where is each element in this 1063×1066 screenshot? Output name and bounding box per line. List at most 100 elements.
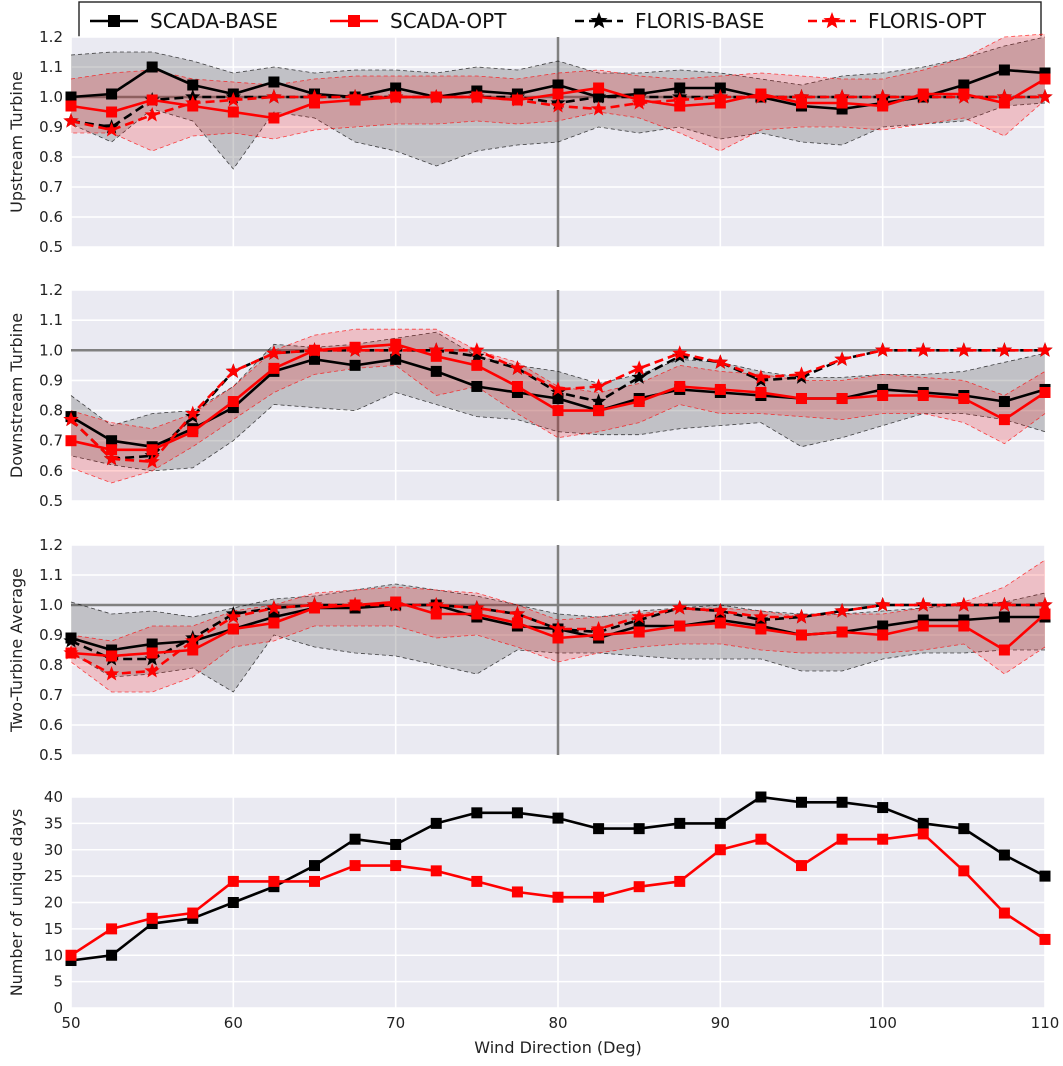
data-point-floris-opt bbox=[428, 89, 444, 104]
data-point-scada-opt bbox=[511, 380, 523, 392]
legend-label: FLORIS-OPT bbox=[868, 9, 987, 33]
data-point-scada-opt bbox=[471, 359, 483, 371]
data-point-floris-opt bbox=[347, 597, 363, 612]
band-upper-edge bbox=[70, 33, 1046, 86]
data-point-scada-opt bbox=[836, 97, 848, 109]
data-point-scada-base bbox=[552, 812, 564, 824]
data-point-scada-opt bbox=[227, 106, 239, 118]
data-point-scada-opt bbox=[511, 886, 523, 898]
data-point-scada-base bbox=[836, 103, 848, 115]
data-point-floris-opt bbox=[753, 609, 769, 624]
data-point-scada-opt bbox=[106, 923, 118, 935]
legend-marker-star bbox=[590, 12, 608, 29]
data-point-scada-base bbox=[877, 802, 889, 814]
series-layer bbox=[63, 338, 1053, 469]
data-point-scada-base bbox=[998, 64, 1010, 76]
data-point-scada-opt bbox=[1039, 933, 1051, 945]
y-tick-label: 0.9 bbox=[39, 626, 63, 644]
panel-3: 0.5 0.6 0.7 0.8 0.9 1.0 1.1 1.2 Two-Turbine Aver… bbox=[7, 536, 1053, 764]
data-point-floris-opt bbox=[793, 609, 810, 624]
data-point-scada-opt bbox=[917, 620, 929, 632]
data-point-scada-base bbox=[917, 817, 929, 829]
data-point-scada-opt bbox=[674, 620, 686, 632]
band-upper-edge bbox=[70, 36, 1046, 86]
data-point-scada-opt bbox=[998, 414, 1010, 426]
data-point-scada-base bbox=[268, 76, 280, 88]
legend: SCADA-BASE SCADA-OPT FLORIS-BASE FLORIS-OPT bbox=[78, 1, 1042, 41]
data-point-scada-opt bbox=[471, 608, 483, 620]
data-point-floris-opt bbox=[306, 342, 323, 357]
data-point-floris-opt bbox=[266, 345, 282, 360]
data-point-scada-opt bbox=[430, 865, 442, 877]
band-lower-edge bbox=[70, 102, 1046, 170]
data-point-scada-opt bbox=[633, 881, 645, 893]
data-point-scada-base bbox=[430, 817, 442, 829]
data-point-scada-base bbox=[106, 949, 118, 961]
data-point-floris-opt bbox=[509, 360, 526, 375]
data-point-scada-opt bbox=[633, 396, 645, 408]
data-point-scada-opt bbox=[146, 94, 158, 106]
data-point-scada-base bbox=[836, 796, 848, 808]
y-axis-label: Upstream Turbine bbox=[7, 71, 26, 213]
data-point-floris-opt bbox=[672, 600, 688, 615]
data-point-floris-opt bbox=[509, 606, 526, 621]
data-point-scada-opt bbox=[877, 629, 889, 641]
data-point-scada-opt bbox=[836, 626, 848, 638]
data-point-floris-opt bbox=[834, 603, 850, 618]
data-point-scada-opt bbox=[674, 380, 686, 392]
band-lower-edge bbox=[70, 634, 1045, 693]
data-point-floris-opt bbox=[590, 621, 607, 636]
legend-item-scada-base: SCADA-BASE bbox=[90, 9, 278, 33]
data-point-scada-base bbox=[106, 644, 118, 656]
data-point-scada-opt bbox=[65, 435, 77, 447]
data-point-floris-opt bbox=[875, 342, 891, 357]
data-point-scada-base bbox=[674, 817, 686, 829]
legend-item-floris-base: FLORIS-BASE bbox=[575, 9, 764, 33]
y-tick-label: 0.5 bbox=[39, 238, 63, 256]
data-point-scada-opt bbox=[349, 860, 361, 872]
data-point-scada-base bbox=[309, 860, 320, 872]
data-point-scada-opt bbox=[552, 891, 564, 903]
chart-panels: 0.5 0.6 0.7 0.8 0.9 1.0 1.1 1.2 Upstream Turbine… bbox=[7, 28, 1059, 1057]
data-point-floris-opt bbox=[185, 405, 201, 421]
data-point-floris-opt bbox=[550, 621, 566, 636]
data-point-scada-opt bbox=[309, 875, 320, 887]
data-point-scada-opt bbox=[1039, 608, 1051, 620]
y-tick-label: 0.9 bbox=[39, 118, 63, 136]
data-point-scada-opt bbox=[593, 891, 605, 903]
data-point-scada-base bbox=[309, 353, 320, 365]
data-point-floris-base bbox=[631, 369, 647, 384]
x-tick-label: 60 bbox=[224, 1014, 243, 1032]
y-tick-label: 35 bbox=[44, 814, 63, 832]
data-point-scada-base bbox=[998, 611, 1010, 623]
data-point-floris-opt bbox=[915, 342, 931, 357]
data-point-floris-opt bbox=[144, 663, 160, 678]
data-point-scada-opt bbox=[1039, 386, 1051, 398]
data-point-scada-base bbox=[65, 91, 77, 103]
data-point-scada-base bbox=[106, 435, 118, 447]
y-tick-label: 1.0 bbox=[39, 596, 63, 614]
data-point-scada-opt bbox=[106, 106, 118, 118]
y-tick-label: 0.6 bbox=[39, 716, 63, 734]
data-point-scada-opt bbox=[998, 644, 1010, 656]
data-point-scada-base bbox=[471, 807, 483, 819]
data-point-floris-opt bbox=[712, 354, 728, 369]
y-tick-label: 25 bbox=[44, 867, 63, 885]
data-point-scada-base bbox=[106, 88, 118, 100]
series-layer bbox=[63, 61, 1053, 137]
data-point-scada-opt bbox=[593, 629, 605, 641]
data-point-scada-opt bbox=[877, 833, 889, 845]
data-point-scada-opt bbox=[998, 97, 1010, 109]
data-point-floris-opt bbox=[225, 92, 241, 107]
data-point-scada-base bbox=[511, 807, 523, 819]
data-point-scada-opt bbox=[146, 912, 158, 924]
data-point-floris-opt bbox=[103, 450, 120, 466]
data-point-floris-opt bbox=[1037, 342, 1053, 357]
data-point-scada-base bbox=[796, 796, 807, 808]
y-tick-label: 1.1 bbox=[39, 566, 63, 584]
data-point-scada-opt bbox=[106, 444, 118, 456]
y-axis-label: Two-Turbine Average bbox=[7, 568, 26, 733]
data-point-scada-base bbox=[471, 380, 483, 392]
data-point-scada-opt bbox=[430, 608, 442, 620]
data-point-floris-opt bbox=[834, 351, 850, 366]
